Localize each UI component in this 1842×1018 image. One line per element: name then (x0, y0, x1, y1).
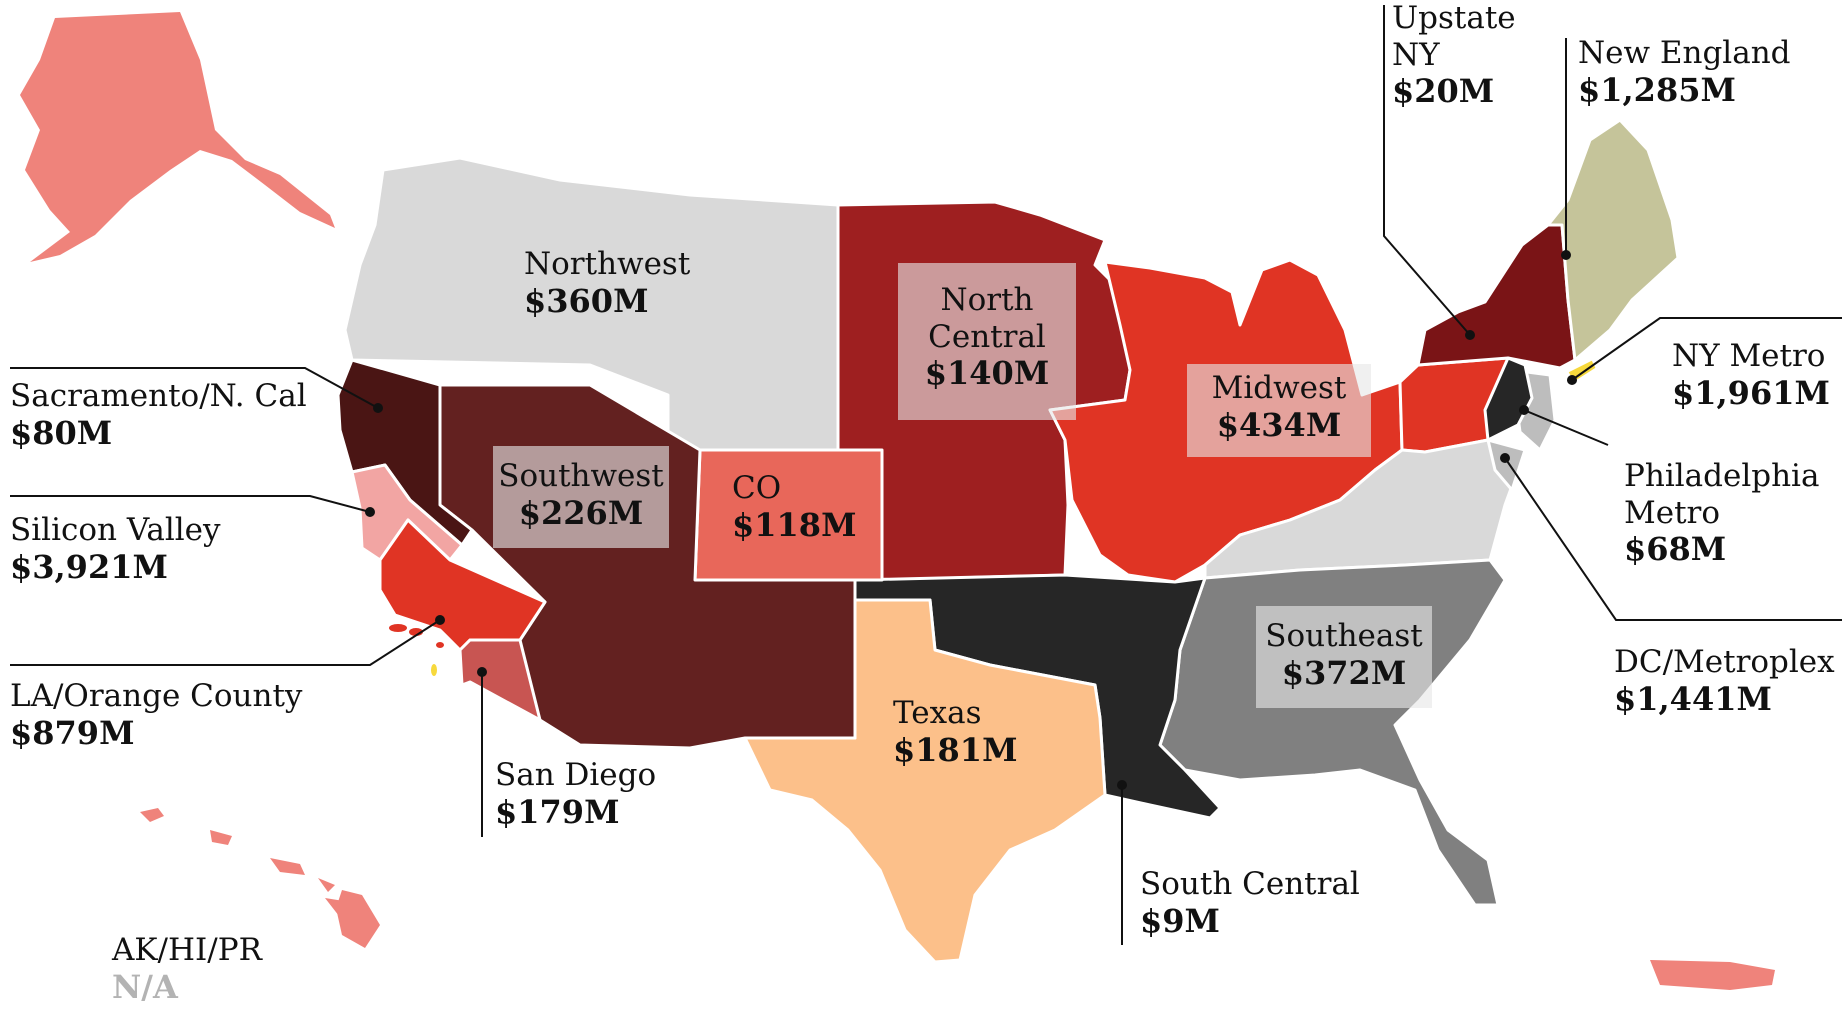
leader-la-orange (10, 619, 441, 666)
label-dc-metroplex-value: $1,441M (1614, 679, 1772, 718)
region-puerto-rico (1650, 960, 1775, 990)
label-philadelphia-line1: Philadelphia (1624, 458, 1820, 494)
label-south-central-value: $9M (1140, 901, 1220, 940)
leader-philadelphia (1523, 409, 1609, 446)
label-la-orange-value: $879M (10, 713, 135, 752)
leader-dot-san-diego (477, 667, 487, 677)
label-midwest-name: Midwest (1211, 370, 1347, 406)
label-midwest: Midwest $434M (1187, 370, 1371, 444)
leader-dc-metroplex (1504, 457, 1842, 621)
region-hawaii (140, 808, 370, 938)
label-box-southeast (1256, 606, 1432, 708)
label-new-england: New England $1,285M (1578, 35, 1791, 109)
label-silicon-valley-name: Silicon Valley (10, 512, 221, 548)
label-north-central-line2: Central (928, 318, 1046, 355)
leader-dot-la-orange (435, 615, 445, 625)
region-philadelphia (1483, 356, 1534, 442)
leader-ny-metro (1571, 317, 1842, 381)
label-north-central: North Central $140M (898, 282, 1076, 393)
label-northwest-value: $360M (524, 281, 649, 320)
region-northwest (343, 156, 840, 490)
label-san-diego-value: $179M (495, 792, 620, 831)
leader-upstate-ny (1383, 5, 1471, 336)
label-ny-metro-name: NY Metro (1672, 338, 1826, 374)
label-sacramento: Sacramento/N. Cal $80M (10, 378, 307, 452)
label-southwest: Southwest $226M (493, 458, 669, 532)
label-northwest-name: Northwest (524, 246, 691, 282)
leader-silicon-valley (10, 495, 371, 513)
label-box-north-central (898, 263, 1076, 420)
label-southeast-name: Southeast (1265, 618, 1423, 654)
label-texas-name: Texas (893, 695, 982, 731)
label-texas: Texas $181M (893, 695, 1017, 769)
island (431, 664, 437, 676)
region-san-diego (458, 638, 542, 722)
label-co-value: $118M (732, 505, 857, 544)
leader-dot-south-central (1117, 780, 1127, 790)
label-upstate-ny-value: $20M (1392, 72, 1495, 111)
label-north-central-line1: North (940, 282, 1034, 318)
label-ak-hi-pr: AK/HI/PR N/A (112, 932, 262, 1006)
leader-dot-dc-metroplex (1500, 453, 1510, 463)
region-dc-metroplex (1486, 438, 1527, 492)
leader-dot-ny-metro (1567, 375, 1577, 385)
label-box-midwest (1187, 364, 1371, 457)
label-upstate-ny-line2: NY (1392, 36, 1440, 73)
label-san-diego-name: San Diego (495, 757, 657, 793)
label-south-central-name: South Central (1140, 866, 1360, 902)
label-upstate-ny: Upstate NY $20M (1392, 0, 1516, 111)
label-sacramento-value: $80M (10, 413, 113, 452)
label-co: CO $118M (732, 470, 856, 544)
label-new-england-value: $1,285M (1578, 70, 1736, 109)
leader-dot-sacramento (373, 403, 383, 413)
label-ak-hi-pr-value: N/A (112, 967, 178, 1006)
island (436, 642, 444, 648)
label-philadelphia-line2: Metro (1624, 494, 1721, 531)
label-dc-metroplex: DC/Metroplex $1,441M (1614, 644, 1835, 718)
region-upstate-ny (1416, 223, 1577, 370)
label-ny-metro-value: $1,961M (1672, 373, 1830, 412)
label-box-southwest (493, 446, 669, 548)
label-silicon-valley: Silicon Valley $3,921M (10, 512, 221, 586)
label-silicon-valley-value: $3,921M (10, 547, 168, 586)
leader-dot-philadelphia (1519, 405, 1529, 415)
label-sacramento-name: Sacramento/N. Cal (10, 378, 307, 414)
label-co-name: CO (732, 470, 782, 506)
label-north-central-value: $140M (924, 354, 1050, 393)
label-south-central: South Central $9M (1140, 866, 1360, 940)
label-ny-metro: NY Metro $1,961M (1672, 338, 1830, 412)
label-la-orange: LA/Orange County $879M (10, 678, 302, 752)
label-la-orange-name: LA/Orange County (10, 678, 303, 714)
region-hawaii-big-island (336, 890, 380, 948)
label-dc-metroplex-name: DC/Metroplex (1614, 644, 1835, 680)
label-southwest-value: $226M (518, 493, 644, 532)
label-southeast-value: $372M (1281, 653, 1407, 692)
label-northwest: Northwest $360M (524, 246, 690, 320)
island (389, 624, 407, 632)
region-new-england (1546, 118, 1680, 362)
label-southeast: Southeast $372M (1256, 618, 1432, 692)
label-new-england-name: New England (1578, 35, 1791, 71)
leader-dot-upstate-ny (1465, 330, 1475, 340)
label-philadelphia: Philadelphia Metro $68M (1624, 458, 1819, 569)
leader-sacramento (10, 367, 379, 409)
label-southwest-name: Southwest (498, 458, 664, 494)
label-ak-hi-pr-name: AK/HI/PR (112, 932, 262, 968)
label-midwest-value: $434M (1216, 405, 1342, 444)
label-philadelphia-value: $68M (1624, 530, 1727, 569)
leader-dot-silicon-valley (365, 507, 375, 517)
region-texas (743, 598, 1107, 964)
region-alaska (20, 12, 335, 262)
label-texas-value: $181M (893, 730, 1018, 769)
label-san-diego: San Diego $179M (495, 757, 656, 831)
label-upstate-ny-line1: Upstate (1392, 0, 1516, 36)
leader-dot-new-england (1561, 250, 1571, 260)
